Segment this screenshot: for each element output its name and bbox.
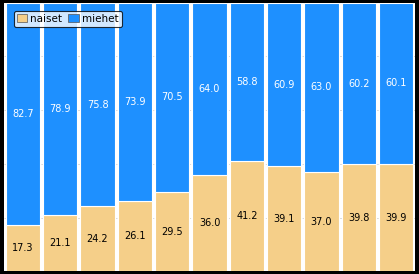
Bar xyxy=(6,3,40,225)
Text: 64.0: 64.0 xyxy=(199,84,220,94)
Bar xyxy=(43,215,78,271)
Bar xyxy=(304,172,339,271)
Bar xyxy=(341,3,376,164)
Text: 60.9: 60.9 xyxy=(274,79,295,90)
Bar xyxy=(267,166,301,271)
Bar xyxy=(80,206,115,271)
Bar xyxy=(379,3,413,164)
Text: 21.1: 21.1 xyxy=(49,238,71,248)
Text: 36.0: 36.0 xyxy=(199,218,220,228)
Text: 73.9: 73.9 xyxy=(124,97,145,107)
Text: 39.9: 39.9 xyxy=(385,213,407,223)
Text: 41.2: 41.2 xyxy=(236,211,258,221)
Text: 17.3: 17.3 xyxy=(12,243,34,253)
Text: 39.1: 39.1 xyxy=(274,214,295,224)
Text: 29.5: 29.5 xyxy=(161,227,183,237)
Bar xyxy=(80,3,115,206)
Text: 63.0: 63.0 xyxy=(311,82,332,92)
Bar xyxy=(118,201,152,271)
Bar xyxy=(6,225,40,271)
Text: 37.0: 37.0 xyxy=(311,216,332,227)
Text: 60.2: 60.2 xyxy=(348,79,370,89)
Legend: naiset, miehet: naiset, miehet xyxy=(13,11,122,27)
Bar xyxy=(118,3,152,201)
Text: 60.1: 60.1 xyxy=(385,78,407,89)
Bar xyxy=(379,164,413,271)
Text: 82.7: 82.7 xyxy=(12,109,34,119)
Bar xyxy=(267,3,301,166)
Bar xyxy=(155,3,189,192)
Bar xyxy=(192,175,227,271)
Text: 75.8: 75.8 xyxy=(87,99,109,110)
Text: 26.1: 26.1 xyxy=(124,231,145,241)
Bar xyxy=(304,3,339,172)
Bar xyxy=(192,3,227,175)
Bar xyxy=(230,3,264,161)
Text: 78.9: 78.9 xyxy=(49,104,71,114)
Bar xyxy=(341,164,376,271)
Bar xyxy=(43,3,78,215)
Text: 24.2: 24.2 xyxy=(87,234,109,244)
Text: 58.8: 58.8 xyxy=(236,77,258,87)
Text: 39.8: 39.8 xyxy=(348,213,370,223)
Bar xyxy=(230,161,264,271)
Text: 70.5: 70.5 xyxy=(161,92,183,102)
Bar xyxy=(155,192,189,271)
